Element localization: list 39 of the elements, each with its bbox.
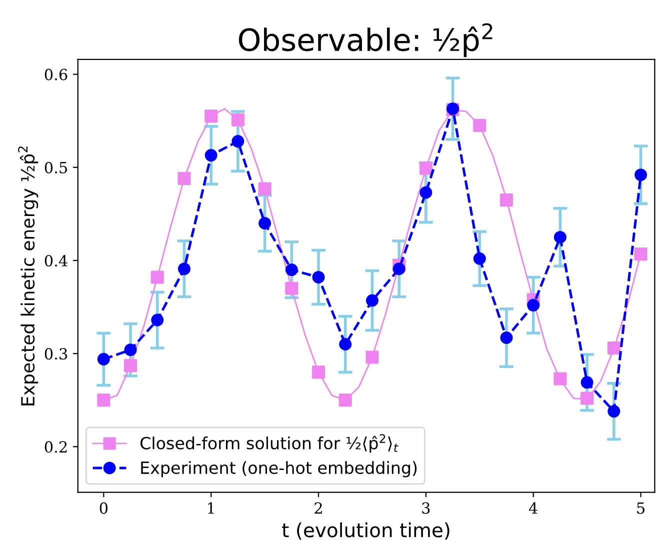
x-tick-label: 4: [528, 502, 538, 514]
point: [580, 376, 594, 389]
chart-title: Observable: ½p̂$^{2}$: [238, 23, 492, 58]
point: [473, 252, 486, 265]
point: [500, 331, 513, 344]
point: [392, 262, 406, 276]
point: [151, 314, 164, 326]
x-tick-label: 3: [422, 502, 430, 514]
point: [178, 262, 190, 276]
point: [285, 264, 298, 276]
point: [634, 168, 648, 182]
point: [97, 394, 110, 407]
y-tick-label: 0.4: [44, 254, 68, 266]
point: [339, 338, 352, 351]
point: [204, 149, 218, 162]
point: [366, 294, 378, 307]
y-tick-label: 0.2: [44, 441, 67, 453]
y-tick-label: 0.3: [44, 348, 68, 360]
point: [124, 344, 137, 356]
y-axis-title: Expected kinetic energy ½p̂$^{2}$: [18, 146, 38, 406]
point: [608, 405, 620, 418]
point: [258, 216, 272, 230]
y-tick-label: 0.5: [44, 162, 67, 174]
point: [634, 247, 648, 260]
point: [312, 270, 325, 284]
legend-label: Experiment (one-hot embedding): [141, 461, 417, 478]
point: [420, 186, 432, 199]
point: [554, 230, 566, 244]
x-tick-label: 5: [637, 502, 644, 514]
legend-label: Closed-form solution for ½⟨p̂$^{2}$⟩$_{t}$: [140, 434, 398, 453]
point: [285, 282, 298, 295]
point: [97, 352, 110, 366]
x-tick-label: 1: [208, 502, 214, 514]
point: [527, 298, 540, 312]
y-tick-label: 0.6: [44, 68, 68, 80]
x-tick-label: 0: [100, 502, 108, 514]
x-tick-label: 2: [314, 502, 322, 514]
x-axis-title: t (evolution time): [282, 522, 450, 540]
point: [232, 135, 244, 148]
